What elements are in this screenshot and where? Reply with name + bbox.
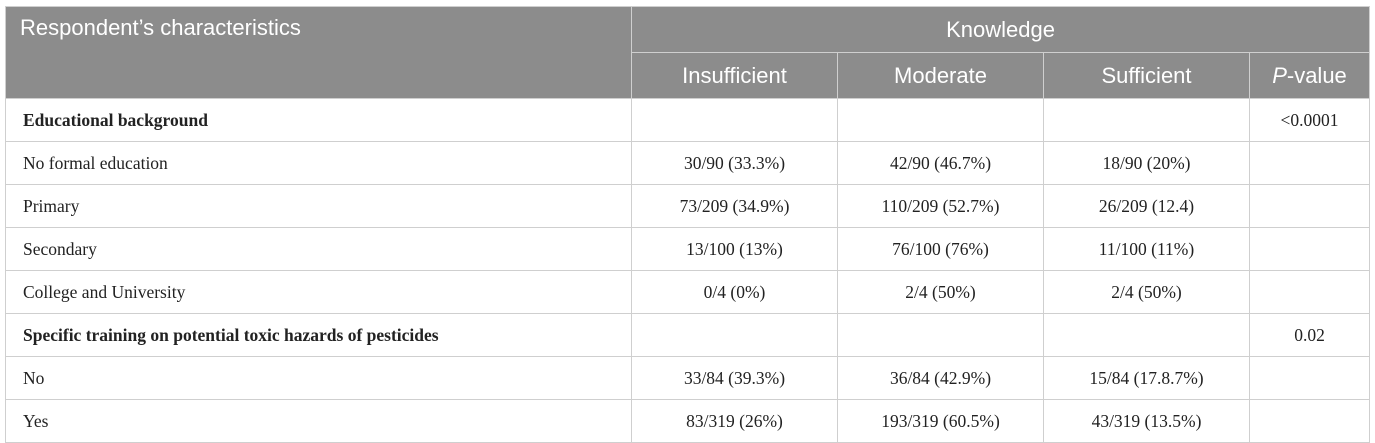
cell-insufficient: 83/319 (26%) [631, 399, 838, 443]
table-row: Primary 73/209 (34.9%) 110/209 (52.7%) 2… [5, 184, 1370, 228]
cell-sufficient: 43/319 (13.5%) [1043, 399, 1250, 443]
cell-sufficient [1043, 313, 1250, 357]
row-label: Educational background [5, 98, 632, 142]
table-row: No formal education 30/90 (33.3%) 42/90 … [5, 141, 1370, 185]
cell-p-value: <0.0001 [1249, 98, 1370, 142]
table-row: Specific training on potential toxic haz… [5, 313, 1370, 357]
row-label: Secondary [5, 227, 632, 271]
cell-insufficient: 73/209 (34.9%) [631, 184, 838, 228]
cell-moderate: 36/84 (42.9%) [837, 356, 1044, 400]
table-row: Educational background <0.0001 [5, 98, 1370, 142]
cell-insufficient [631, 313, 838, 357]
cell-p-value [1249, 184, 1370, 228]
cell-moderate: 76/100 (76%) [837, 227, 1044, 271]
cell-p-value [1249, 399, 1370, 443]
p-suffix: -value [1286, 62, 1347, 88]
table-row: Yes 83/319 (26%) 193/319 (60.5%) 43/319 … [5, 399, 1370, 443]
row-label: College and University [5, 270, 632, 314]
header-characteristics: Respondent’s characteristics [5, 6, 632, 99]
cell-moderate: 110/209 (52.7%) [837, 184, 1044, 228]
table-row: No 33/84 (39.3%) 36/84 (42.9%) 15/84 (17… [5, 356, 1370, 400]
cell-p-value [1249, 270, 1370, 314]
table-row: Secondary 13/100 (13%) 76/100 (76%) 11/1… [5, 227, 1370, 271]
cell-sufficient: 15/84 (17.8.7%) [1043, 356, 1250, 400]
cell-sufficient: 11/100 (11%) [1043, 227, 1250, 271]
header-insufficient: Insufficient [631, 52, 838, 99]
cell-moderate: 193/319 (60.5%) [837, 399, 1044, 443]
row-label: No [5, 356, 632, 400]
row-label: Yes [5, 399, 632, 443]
cell-sufficient [1043, 98, 1250, 142]
cell-sufficient: 26/209 (12.4) [1043, 184, 1250, 228]
header-p-value: P-value [1249, 52, 1370, 99]
cell-moderate: 2/4 (50%) [837, 270, 1044, 314]
cell-insufficient: 0/4 (0%) [631, 270, 838, 314]
table-row: College and University 0/4 (0%) 2/4 (50%… [5, 270, 1370, 314]
cell-moderate [837, 98, 1044, 142]
table-header: Respondent’s characteristics Knowledge I… [5, 6, 1370, 99]
knowledge-table: Respondent’s characteristics Knowledge I… [5, 6, 1370, 443]
cell-p-value [1249, 227, 1370, 271]
cell-moderate: 42/90 (46.7%) [837, 141, 1044, 185]
row-label: Specific training on potential toxic haz… [5, 313, 632, 357]
cell-moderate [837, 313, 1044, 357]
row-label: Primary [5, 184, 632, 228]
cell-insufficient: 30/90 (33.3%) [631, 141, 838, 185]
header-knowledge: Knowledge [631, 6, 1370, 53]
cell-insufficient: 13/100 (13%) [631, 227, 838, 271]
header-sufficient: Sufficient [1043, 52, 1250, 99]
row-label: No formal education [5, 141, 632, 185]
cell-p-value: 0.02 [1249, 313, 1370, 357]
p-italic: P [1272, 62, 1287, 88]
header-moderate: Moderate [837, 52, 1044, 99]
cell-sufficient: 18/90 (20%) [1043, 141, 1250, 185]
cell-p-value [1249, 141, 1370, 185]
cell-insufficient [631, 98, 838, 142]
cell-p-value [1249, 356, 1370, 400]
cell-insufficient: 33/84 (39.3%) [631, 356, 838, 400]
table-body: Educational background <0.0001 No formal… [5, 98, 1370, 443]
cell-sufficient: 2/4 (50%) [1043, 270, 1250, 314]
